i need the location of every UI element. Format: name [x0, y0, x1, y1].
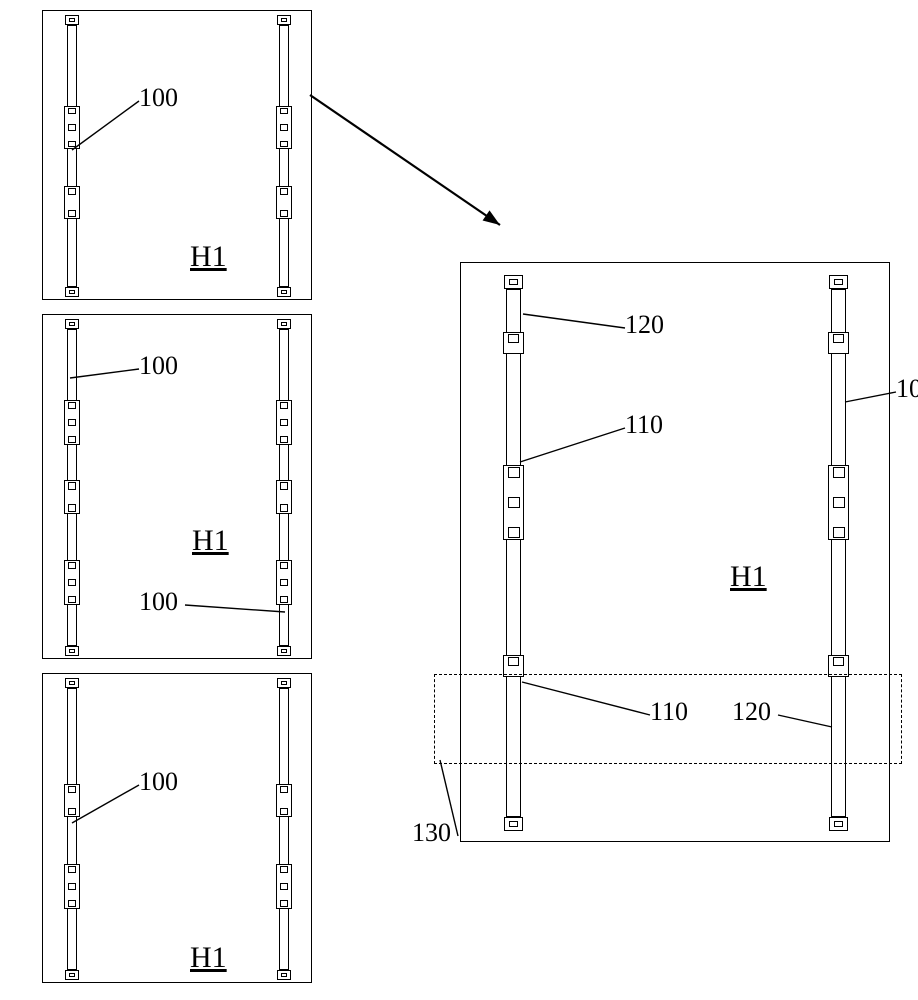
- callout-leader: [0, 0, 918, 1000]
